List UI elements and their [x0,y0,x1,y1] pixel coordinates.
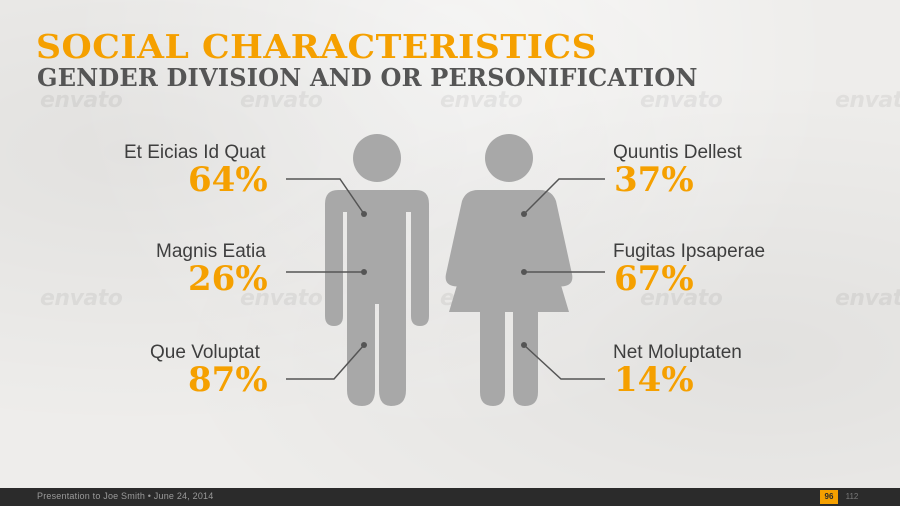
page-total: 112 [845,492,859,501]
male-stat-value: 64% [188,160,268,200]
watermark: envato [40,286,123,311]
page-number: 96 [820,490,838,504]
male-stat-value: 87% [188,360,268,400]
watermark: envato [240,88,323,113]
male-stat-value: 26% [188,259,268,299]
watermark: envato [240,286,323,311]
male-stat-label: Et Eicias Id Quat [124,142,266,163]
female-stat-value: 14% [614,360,694,400]
slide-subtitle: GENDER DIVISION AND OR PERSONIFICATION [37,63,698,92]
watermark: envato [440,88,523,113]
watermark: envato [835,286,900,311]
male-stat-label: Magnis Eatia [156,241,266,262]
male-figure-icon [325,134,429,406]
female-stat-value: 37% [614,160,694,200]
slide-title: SOCIAL CHARACTERISTICS [36,27,598,66]
female-stat-label: Net Moluptaten [613,342,742,363]
connector-lines-right [523,178,605,380]
connector-lines-left [286,178,365,380]
male-stat-label: Que Voluptat [150,342,260,363]
footer-text: Presentation to Joe Smith • June 24, 201… [37,491,214,501]
watermark: envato [835,88,900,113]
footer-bar: Presentation to Joe Smith • June 24, 201… [0,488,900,506]
female-stat-label: Fugitas Ipsaperae [613,241,766,262]
watermark: envato [640,286,723,311]
female-stat-label: Quuntis Dellest [613,142,742,163]
female-figure-icon [445,134,573,406]
watermark: envato [40,88,123,113]
connector-dots-left [361,211,367,348]
watermark: envato [640,88,723,113]
connector-dots-right [521,211,527,348]
female-stat-value: 67% [614,259,694,299]
